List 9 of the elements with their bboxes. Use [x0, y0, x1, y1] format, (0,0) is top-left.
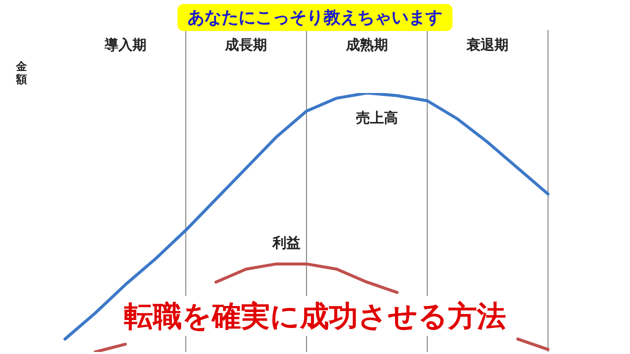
chart-subtitle: あなたにこっそり教えちゃいます [178, 4, 452, 31]
y-axis-title: 金額 [16, 60, 27, 86]
text: 成熟期 [344, 36, 388, 54]
text: 成長期 [224, 38, 268, 54]
text: 転職を確実に成功させる方法 [116, 296, 514, 336]
text: 導入期 [103, 36, 146, 54]
text: 衰退期 [466, 36, 509, 54]
series-label: 利益 [271, 236, 300, 252]
series-label: 売上高 [356, 110, 398, 127]
